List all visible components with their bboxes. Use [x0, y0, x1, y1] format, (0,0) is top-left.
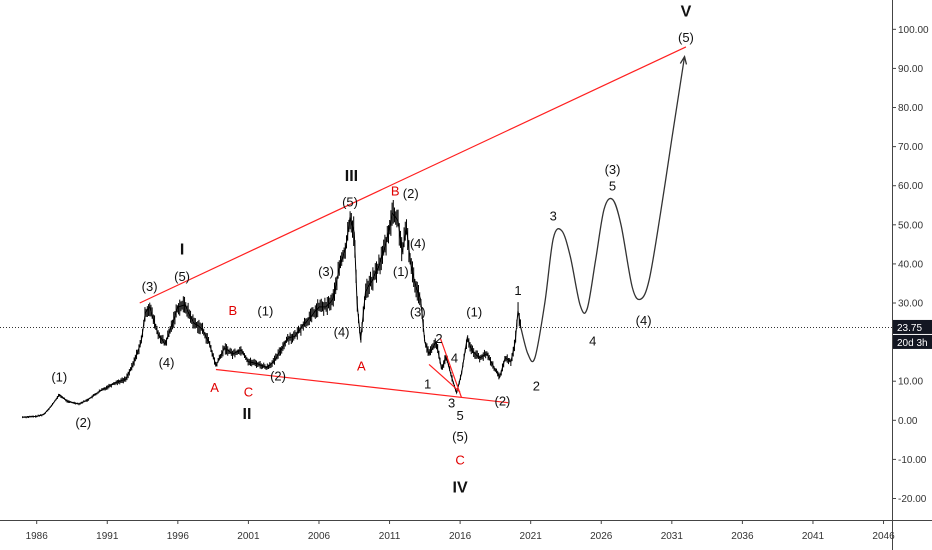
trendline	[439, 337, 463, 398]
wave-label: A	[210, 380, 219, 395]
wave-label: B	[391, 183, 400, 198]
wave-label: (3)	[142, 279, 158, 294]
wave-label: 2	[533, 379, 540, 394]
wave-label: (3)	[410, 305, 426, 320]
wave-label: III	[345, 168, 358, 185]
wave-label: B	[229, 303, 238, 318]
wave-label: C	[244, 384, 253, 399]
wave-label: (1)	[51, 370, 67, 385]
x-tick-label: 1996	[167, 531, 190, 542]
y-tick-label: -20.00	[898, 494, 927, 505]
current-price-label: 23.75	[897, 323, 922, 334]
y-tick-label: 80.00	[898, 103, 923, 114]
wave-label: (5)	[342, 194, 358, 209]
wave-label: (5)	[678, 30, 694, 45]
x-tick-label: 2046	[872, 531, 895, 542]
x-tick-label: 2031	[661, 531, 684, 542]
current-price-tag	[893, 319, 932, 334]
wave-label: (3)	[318, 264, 334, 279]
x-tick-label: 2011	[379, 531, 401, 542]
wave-label: 5	[609, 179, 616, 194]
y-tick-label: 50.00	[898, 220, 923, 231]
x-tick-label: 1991	[96, 531, 119, 542]
wave-label: (1)	[393, 264, 409, 279]
wave-label: A	[357, 359, 366, 374]
trendline	[428, 363, 461, 393]
wave-label: (2)	[495, 393, 511, 408]
y-tick-label: 60.00	[898, 181, 923, 192]
wave-label: (4)	[410, 236, 426, 251]
trendline	[215, 368, 509, 404]
wave-label: (5)	[452, 429, 468, 444]
x-tick-label: 2041	[802, 531, 825, 542]
wave-label: (2)	[403, 186, 419, 201]
wave-label: (3)	[605, 162, 621, 177]
trendline	[139, 46, 687, 304]
x-tick-label: 2036	[731, 531, 754, 542]
trendline-layer	[139, 46, 687, 404]
projection-layer	[520, 55, 688, 363]
y-tick-label: 0.00	[898, 416, 918, 427]
wave-label: 2	[435, 331, 442, 346]
y-tick-label: 40.00	[898, 259, 923, 270]
x-tick-label: 2026	[590, 531, 613, 542]
countdown-tag	[893, 334, 932, 349]
wave-label: (1)	[466, 305, 482, 320]
x-tick-label: 2016	[449, 531, 472, 542]
wave-label: (4)	[636, 313, 652, 328]
projection-arrowhead	[679, 55, 688, 65]
wave-label: C	[455, 452, 464, 467]
wave-label: 1	[424, 377, 431, 392]
wave-label: (2)	[270, 368, 286, 383]
wave-label: (4)	[159, 355, 175, 370]
wave-label: (4)	[334, 325, 350, 340]
y-tick-label: -10.00	[898, 455, 927, 466]
wave-label-layer: (1) (2) (3) (4) (5) I B (1) A C (2) II (3) (4) (5) III A…	[51, 4, 694, 497]
wave-label: II	[243, 406, 252, 423]
projection-path	[520, 56, 686, 363]
wave-label: 4	[451, 350, 458, 365]
x-tick-label: 2021	[520, 531, 543, 542]
y-tick-label: 30.00	[898, 299, 923, 310]
wave-label: 3	[550, 208, 557, 223]
wave-label: 1	[514, 283, 521, 298]
wave-label: (5)	[174, 269, 190, 284]
countdown-label: 20d 3h	[897, 338, 928, 349]
wave-label: V	[681, 4, 692, 21]
wave-label: (2)	[75, 415, 91, 430]
wave-label: 3	[448, 395, 455, 410]
y-tick-label: 70.00	[898, 142, 923, 153]
wave-label: (1)	[257, 303, 273, 318]
y-tick-label: 100.00	[898, 25, 929, 36]
x-tick-label: 1986	[26, 531, 49, 542]
wave-label: I	[180, 241, 184, 258]
y-tick-label: 10.00	[898, 377, 923, 388]
wave-label: IV	[453, 480, 468, 497]
wave-label: 4	[589, 334, 596, 349]
x-tick-label: 2006	[308, 531, 331, 542]
y-tick-label: 90.00	[898, 64, 923, 75]
x-tick-label: 2001	[237, 531, 260, 542]
wave-label: 5	[456, 408, 463, 423]
